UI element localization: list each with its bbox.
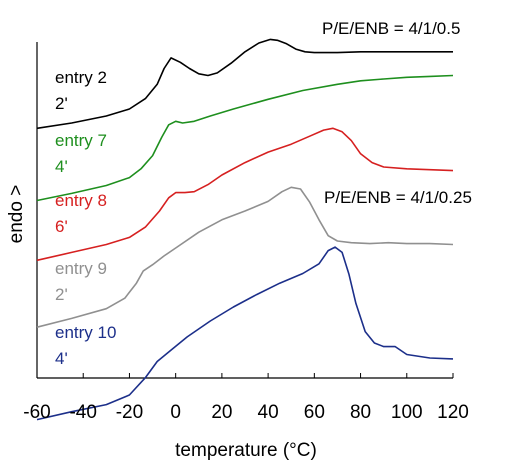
x-tick-label: -20 [116,402,143,423]
x-tick-label: 0 [170,402,181,423]
series-sublabel-3: 6' [55,217,68,236]
annotation-mid: P/E/ENB = 4/1/0.25 [324,188,472,207]
series-line-5 [36,246,454,421]
series-labels: entry 2 2' entry 7 4' entry 8 6' entry 9 2' entr… [55,68,116,368]
series-line-4 [36,186,454,328]
x-tick-labels: -60 -40 -20 0 20 40 60 80 100 120 [23,402,469,423]
x-tick-label: -60 [23,402,50,423]
x-tick-label: 100 [391,402,423,423]
annotation-top: P/E/ENB = 4/1/0.5 [322,19,460,38]
curves [36,38,454,421]
series-label-4: entry 9 [55,259,107,278]
x-axis-title: temperature (°C) [175,440,317,461]
x-tick-label: 40 [258,402,279,423]
series-line-2 [36,74,454,202]
series-label-1: entry 2 [55,68,107,87]
series-line-1 [36,38,453,130]
series-line-3 [36,127,454,262]
y-axis-title: endo > [6,185,27,244]
axes [36,42,454,379]
series-sublabel-2: 4' [55,157,68,176]
x-tick-label: 60 [304,402,325,423]
series-label-2: entry 7 [55,131,107,150]
x-tick-label: 80 [350,402,371,423]
series-sublabel-1: 2' [55,94,68,113]
series-label-3: entry 8 [55,191,107,210]
x-tick-label: 120 [437,402,469,423]
x-tick-label: 20 [211,402,232,423]
x-tick-label: -40 [69,402,96,423]
series-label-5: entry 10 [55,323,116,342]
series-sublabel-5: 4' [55,349,68,368]
series-sublabel-4: 2' [55,285,68,304]
